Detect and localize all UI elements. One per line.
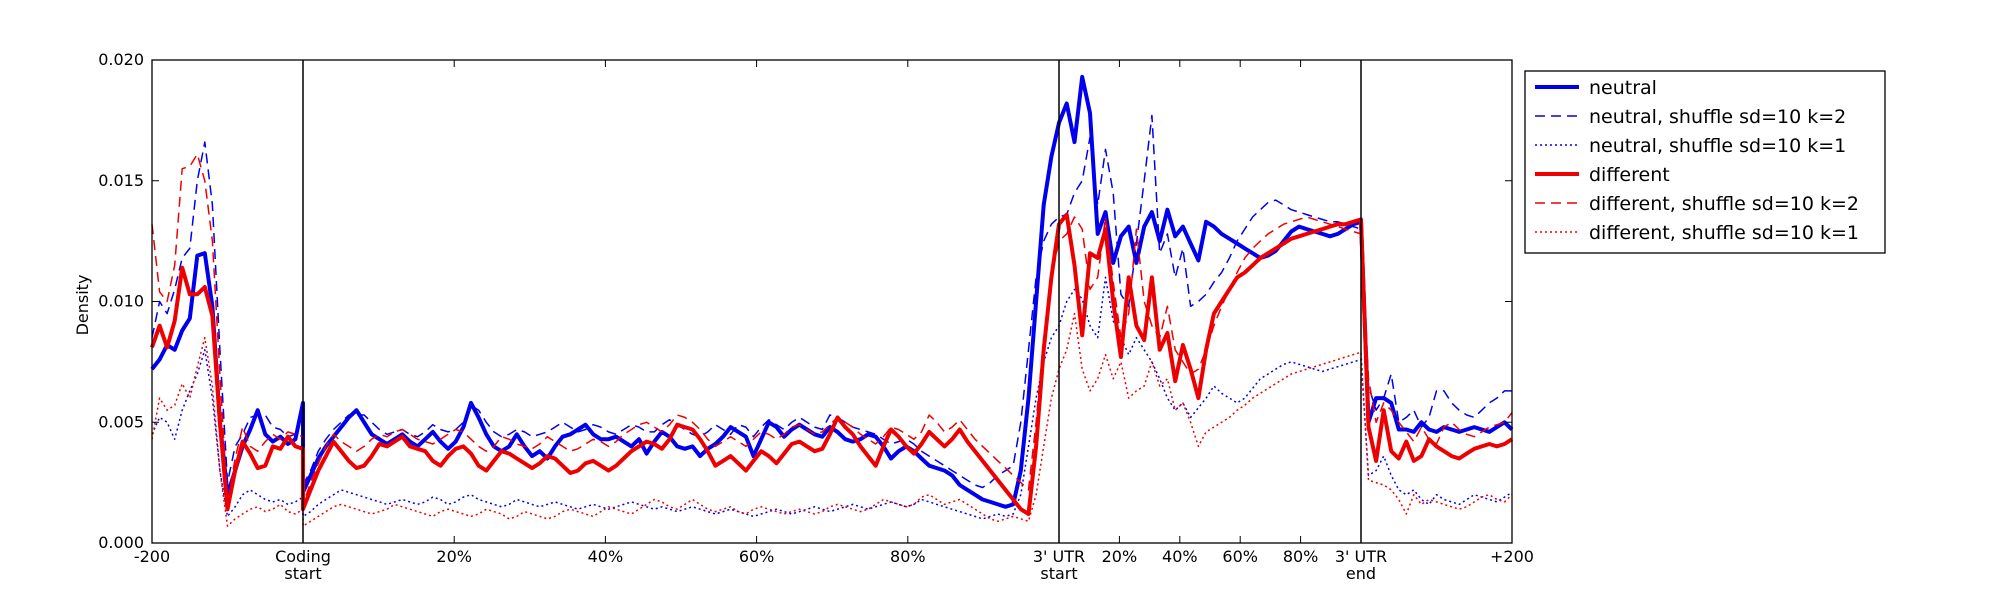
x-tick-label: 3' UTR end — [1335, 547, 1387, 583]
x-tick-label: 3' UTR start — [1033, 547, 1085, 583]
legend-label-2: neutral, shuffle sd=10 k=2 — [1589, 106, 1846, 128]
y-tick-label: 0.015 — [98, 171, 144, 190]
x-tick-label: 20% — [1102, 547, 1138, 566]
y-axis-label: Density — [73, 275, 92, 336]
x-tick-label: 40% — [588, 547, 624, 566]
y-axis: 0.000 0.005 0.010 0.015 0.020 — [98, 50, 1512, 552]
x-tick-label: -200 — [134, 547, 170, 566]
series-line-4 — [150, 212, 1514, 516]
series-line-1 — [150, 74, 1514, 509]
y-tick-label: 0.020 — [98, 50, 144, 69]
y-tick-label: 0.005 — [98, 412, 144, 431]
series-line-2 — [151, 114, 1512, 489]
x-tick-label: +200 — [1490, 547, 1534, 566]
legend: neutral neutral, shuffle sd=10 k=2 neutral… — [1524, 70, 1886, 254]
x-tick-label: Coding start — [275, 547, 331, 583]
legend-label-5: different, shuffle sd=10 k=2 — [1589, 193, 1859, 215]
series-layer — [150, 74, 1514, 527]
legend-label-1: neutral — [1589, 77, 1657, 99]
x-tick-label: 80% — [890, 547, 926, 566]
legend-label-6: different, shuffle sd=10 k=1 — [1589, 222, 1859, 244]
y-tick-label: 0.010 — [98, 292, 144, 311]
legend-label-4: different — [1589, 164, 1670, 186]
x-tick-label: 60% — [739, 547, 775, 566]
x-axis: -200 Coding start 20% 40% 60% 80% 3' UTR start 20… — [134, 60, 1534, 583]
x-tick-label: 20% — [436, 547, 472, 566]
series-line-3 — [151, 276, 1513, 520]
y-tick-label: 0.000 — [98, 533, 144, 552]
x-tick-label: 60% — [1222, 547, 1258, 566]
legend-label-3: neutral, shuffle sd=10 k=1 — [1589, 135, 1846, 157]
series-line-5 — [151, 153, 1513, 506]
legend-box — [1524, 70, 1886, 254]
x-tick-label: 80% — [1283, 547, 1319, 566]
x-tick-label: 40% — [1162, 547, 1198, 566]
